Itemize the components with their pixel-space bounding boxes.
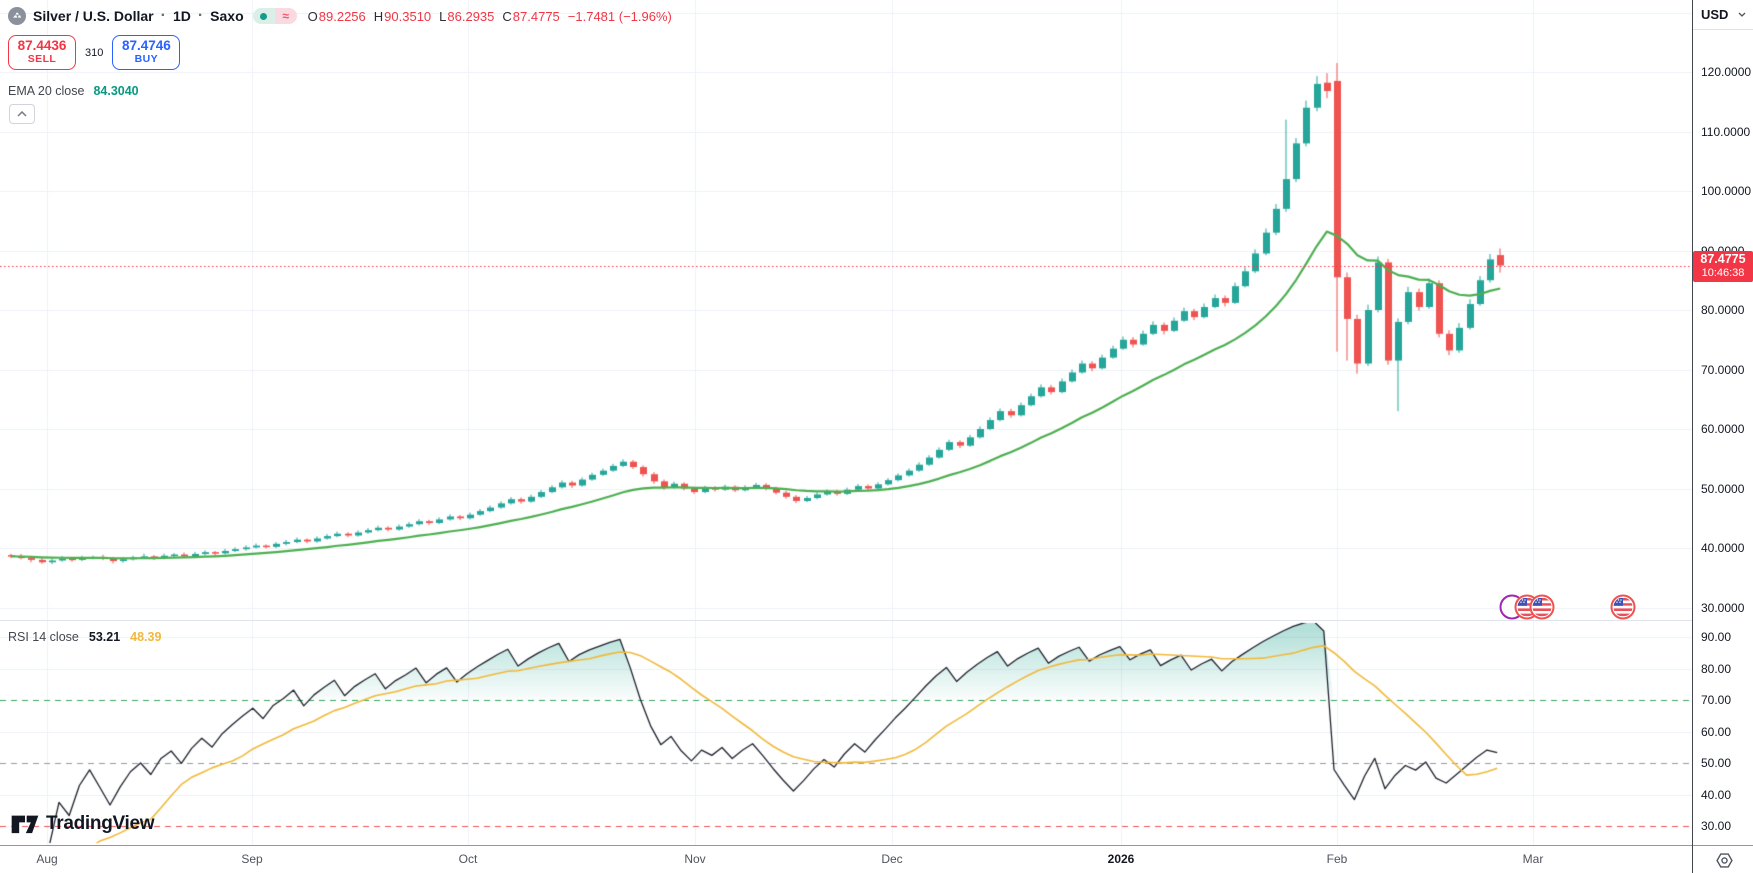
economic-event-flag[interactable] xyxy=(1529,594,1555,625)
price-axis-label: 60.0000 xyxy=(1701,422,1745,436)
ema-name: EMA 20 close xyxy=(8,84,85,98)
last-price-badge: 87.4775 10:46:38 xyxy=(1693,250,1753,282)
close-label: C xyxy=(502,8,512,24)
rsi-legend[interactable]: RSI 14 close 53.21 48.39 xyxy=(8,630,161,644)
sell-price: 87.4436 xyxy=(17,38,67,54)
price-axis[interactable]: USD 120.0000110.0000100.000090.000080.00… xyxy=(1693,0,1753,845)
time-axis-border xyxy=(0,845,1753,846)
chevron-up-icon xyxy=(17,111,27,117)
rsi-ma-value: 48.39 xyxy=(130,630,162,644)
rsi-axis-label: 90.00 xyxy=(1701,630,1732,644)
chart-settings-icon[interactable] xyxy=(1712,850,1736,870)
price-axis-label: 50.0000 xyxy=(1701,481,1745,496)
tradingview-logo-text: TradingView xyxy=(46,813,155,834)
delayed-data-icon: ≈ xyxy=(274,8,297,24)
rsi-axis-label: 40.00 xyxy=(1701,787,1732,802)
price-axis-label: 40.0000 xyxy=(1701,541,1745,555)
time-axis-label: Mar xyxy=(1522,852,1544,866)
close-value: 87.4775 xyxy=(512,8,560,24)
price-axis-border xyxy=(1692,0,1693,873)
rsi-value: 53.21 xyxy=(88,630,121,644)
rsi-axis-label: 60.00 xyxy=(1701,724,1732,739)
trade-panel: 87.4436 SELL 310 87.4746 BUY xyxy=(8,35,181,70)
ohlc-readout: O 89.2256 H 90.3510 L 86.2935 C 87.4775 −1.7… xyxy=(308,9,672,24)
us-flag-icon xyxy=(1610,594,1636,620)
symbol-title: Silver / U.S. Dollar xyxy=(33,8,154,24)
symbol-legend[interactable]: Silver / U.S. Dollar · 1D · Saxo ≈ O 89.2… xyxy=(8,5,672,27)
open-value: 89.2256 xyxy=(318,8,366,24)
time-axis-label: Nov xyxy=(684,852,706,866)
time-axis-label: Oct xyxy=(458,852,478,866)
tradingview-logo-mark xyxy=(11,815,39,834)
buy-label: BUY xyxy=(134,53,159,66)
time-axis-label: Feb xyxy=(1326,852,1348,866)
price-chart-canvas[interactable] xyxy=(0,0,1692,845)
price-change: −1.7481 (−1.96%) xyxy=(567,8,672,24)
interval-label: 1D xyxy=(172,8,191,24)
open-label: O xyxy=(307,8,318,24)
market-open-icon xyxy=(252,8,275,24)
last-price-time: 10:46:38 xyxy=(1701,266,1745,279)
price-axis-label: 120.0000 xyxy=(1701,65,1752,79)
us-flag-icon xyxy=(1529,594,1555,620)
tradingview-logo[interactable]: TradingView xyxy=(10,812,155,836)
price-axis-label: 30.0000 xyxy=(1701,600,1745,615)
rsi-axis-label: 70.00 xyxy=(1701,693,1732,707)
price-axis-label: 80.0000 xyxy=(1701,303,1745,317)
buy-button[interactable]: 87.4746 BUY xyxy=(112,35,181,70)
sell-label: SELL xyxy=(27,53,57,66)
economic-event-flag[interactable] xyxy=(1610,594,1636,625)
market-status-group[interactable]: ≈ xyxy=(252,8,297,24)
rsi-name: RSI 14 close xyxy=(8,630,79,644)
sell-button[interactable]: 87.4436 SELL xyxy=(8,35,76,70)
separator: · xyxy=(197,7,204,24)
low-label: L xyxy=(439,8,447,24)
currency-selector[interactable]: USD xyxy=(1693,0,1753,30)
price-axis-label: 110.0000 xyxy=(1701,124,1751,139)
status-dot-icon xyxy=(260,12,268,20)
rsi-axis-label: 80.00 xyxy=(1701,661,1732,676)
buy-price: 87.4746 xyxy=(121,38,171,54)
chevron-down-icon xyxy=(1738,12,1746,17)
time-axis-label: Sep xyxy=(241,852,263,866)
currency-label: USD xyxy=(1701,7,1729,22)
ema-legend[interactable]: EMA 20 close 84.3040 xyxy=(8,84,139,98)
rsi-axis-label: 50.00 xyxy=(1701,756,1732,770)
exchange-label: Saxo xyxy=(210,8,244,24)
time-axis-label: 2026 xyxy=(1107,852,1135,866)
price-axis-label: 70.0000 xyxy=(1701,362,1745,377)
low-value: 86.2935 xyxy=(447,8,495,24)
separator: · xyxy=(160,7,166,24)
time-axis-label: Aug xyxy=(36,852,58,866)
time-axis-label: Dec xyxy=(881,852,903,866)
collapse-button[interactable] xyxy=(9,104,35,124)
high-label: H xyxy=(373,8,384,24)
high-value: 90.3510 xyxy=(384,8,432,24)
time-axis[interactable]: Aug Sep Oct Nov Dec 2026 Feb Mar xyxy=(0,846,1753,873)
pane-divider[interactable] xyxy=(0,620,1753,621)
symbol-logo-icon xyxy=(8,7,26,25)
ema-value: 84.3040 xyxy=(93,84,139,98)
price-axis-label: 100.0000 xyxy=(1701,184,1752,198)
last-price-value: 87.4775 xyxy=(1700,252,1746,267)
spread-value: 310 xyxy=(85,46,104,59)
rsi-axis-label: 30.00 xyxy=(1701,819,1732,833)
